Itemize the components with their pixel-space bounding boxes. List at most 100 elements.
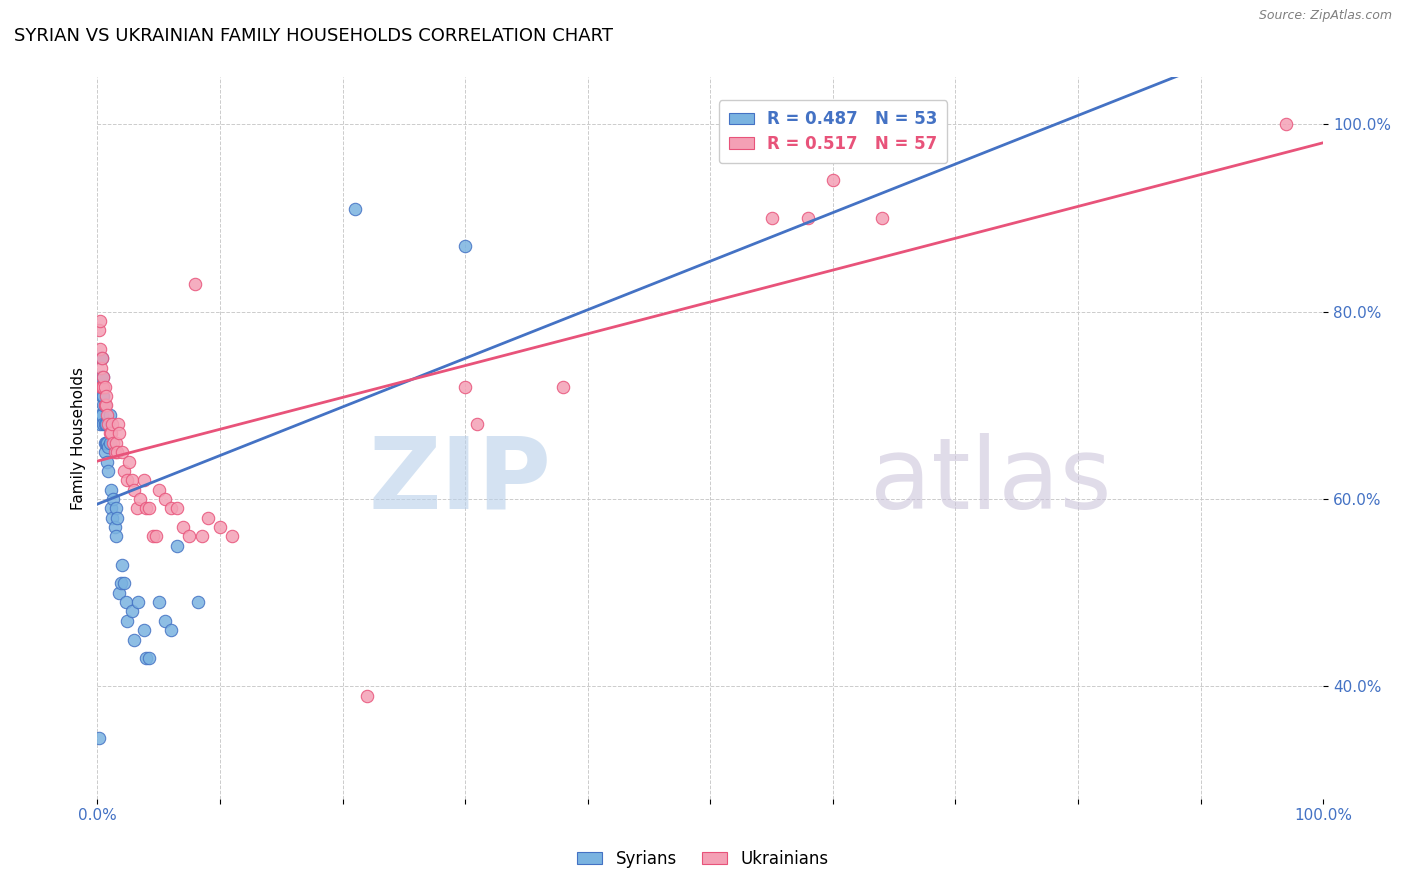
Point [98, 426, 121, 441]
Point [122, 483, 145, 497]
Point [115, 614, 138, 628]
Point [454, 239, 477, 253]
Point [89, 408, 111, 422]
Point [93, 379, 115, 393]
Point [94, 435, 117, 450]
Point [101, 510, 124, 524]
Point [93, 435, 115, 450]
Point [160, 501, 183, 516]
Point [93, 398, 115, 412]
Point [90, 360, 112, 375]
Point [94, 417, 117, 431]
Point [104, 501, 127, 516]
Point [98, 435, 121, 450]
Point [90, 379, 112, 393]
Point [129, 491, 152, 506]
Point [87, 323, 110, 337]
Point [98, 408, 121, 422]
Point [96, 454, 118, 468]
Point [96, 408, 118, 422]
Point [103, 491, 125, 506]
Point [107, 417, 129, 431]
Point [111, 445, 134, 459]
Text: ZIP: ZIP [368, 433, 551, 530]
Point [138, 501, 160, 516]
Point [454, 379, 477, 393]
Point [89, 314, 111, 328]
Point [91, 389, 114, 403]
Point [127, 595, 149, 609]
Point [132, 623, 155, 637]
Point [100, 426, 122, 441]
Point [553, 379, 575, 393]
Point [356, 689, 378, 703]
Point [100, 501, 122, 516]
Point [104, 435, 127, 450]
Point [122, 632, 145, 647]
Point [114, 595, 136, 609]
Point [197, 510, 219, 524]
Point [135, 651, 157, 665]
Legend: Syrians, Ukrainians: Syrians, Ukrainians [571, 844, 835, 875]
Text: atlas: atlas [870, 433, 1111, 530]
Point [90, 379, 112, 393]
Point [1275, 117, 1298, 131]
Point [97, 417, 120, 431]
Point [135, 501, 157, 516]
Point [103, 435, 125, 450]
Point [132, 473, 155, 487]
Text: Source: ZipAtlas.com: Source: ZipAtlas.com [1258, 9, 1392, 22]
Point [89, 417, 111, 431]
Point [110, 576, 132, 591]
Point [93, 398, 115, 412]
Point [112, 464, 135, 478]
Point [172, 520, 194, 534]
Point [179, 529, 201, 543]
Point [118, 454, 141, 468]
Point [160, 623, 183, 637]
Point [93, 417, 115, 431]
Point [141, 529, 163, 543]
Point [467, 417, 489, 431]
Point [103, 520, 125, 534]
Point [761, 211, 783, 225]
Point [105, 510, 128, 524]
Point [91, 351, 114, 366]
Point [91, 351, 114, 366]
Point [96, 435, 118, 450]
Point [343, 202, 366, 216]
Point [221, 529, 243, 543]
Point [208, 520, 231, 534]
Y-axis label: Family Households: Family Households [72, 367, 86, 509]
Point [104, 529, 127, 543]
Point [112, 576, 135, 591]
Point [93, 398, 115, 412]
Point [187, 595, 209, 609]
Point [103, 445, 125, 459]
Point [153, 614, 176, 628]
Point [97, 441, 120, 455]
Point [93, 370, 115, 384]
Point [93, 389, 115, 403]
Point [93, 370, 115, 384]
Point [108, 426, 131, 441]
Point [94, 398, 117, 412]
Text: SYRIAN VS UKRAINIAN FAMILY HOUSEHOLDS CORRELATION CHART: SYRIAN VS UKRAINIAN FAMILY HOUSEHOLDS CO… [14, 27, 613, 45]
Point [90, 370, 112, 384]
Point [91, 408, 114, 422]
Point [93, 445, 115, 459]
Point [108, 585, 131, 599]
Point [94, 389, 117, 403]
Point [89, 342, 111, 356]
Point [870, 211, 893, 225]
Point [184, 277, 207, 291]
Point [148, 595, 170, 609]
Point [100, 483, 122, 497]
Point [93, 379, 115, 393]
Point [97, 464, 120, 478]
Point [797, 211, 820, 225]
Point [93, 417, 115, 431]
Legend: R = 0.487   N = 53, R = 0.517   N = 57: R = 0.487 N = 53, R = 0.517 N = 57 [718, 100, 948, 163]
Point [153, 491, 176, 506]
Point [115, 473, 138, 487]
